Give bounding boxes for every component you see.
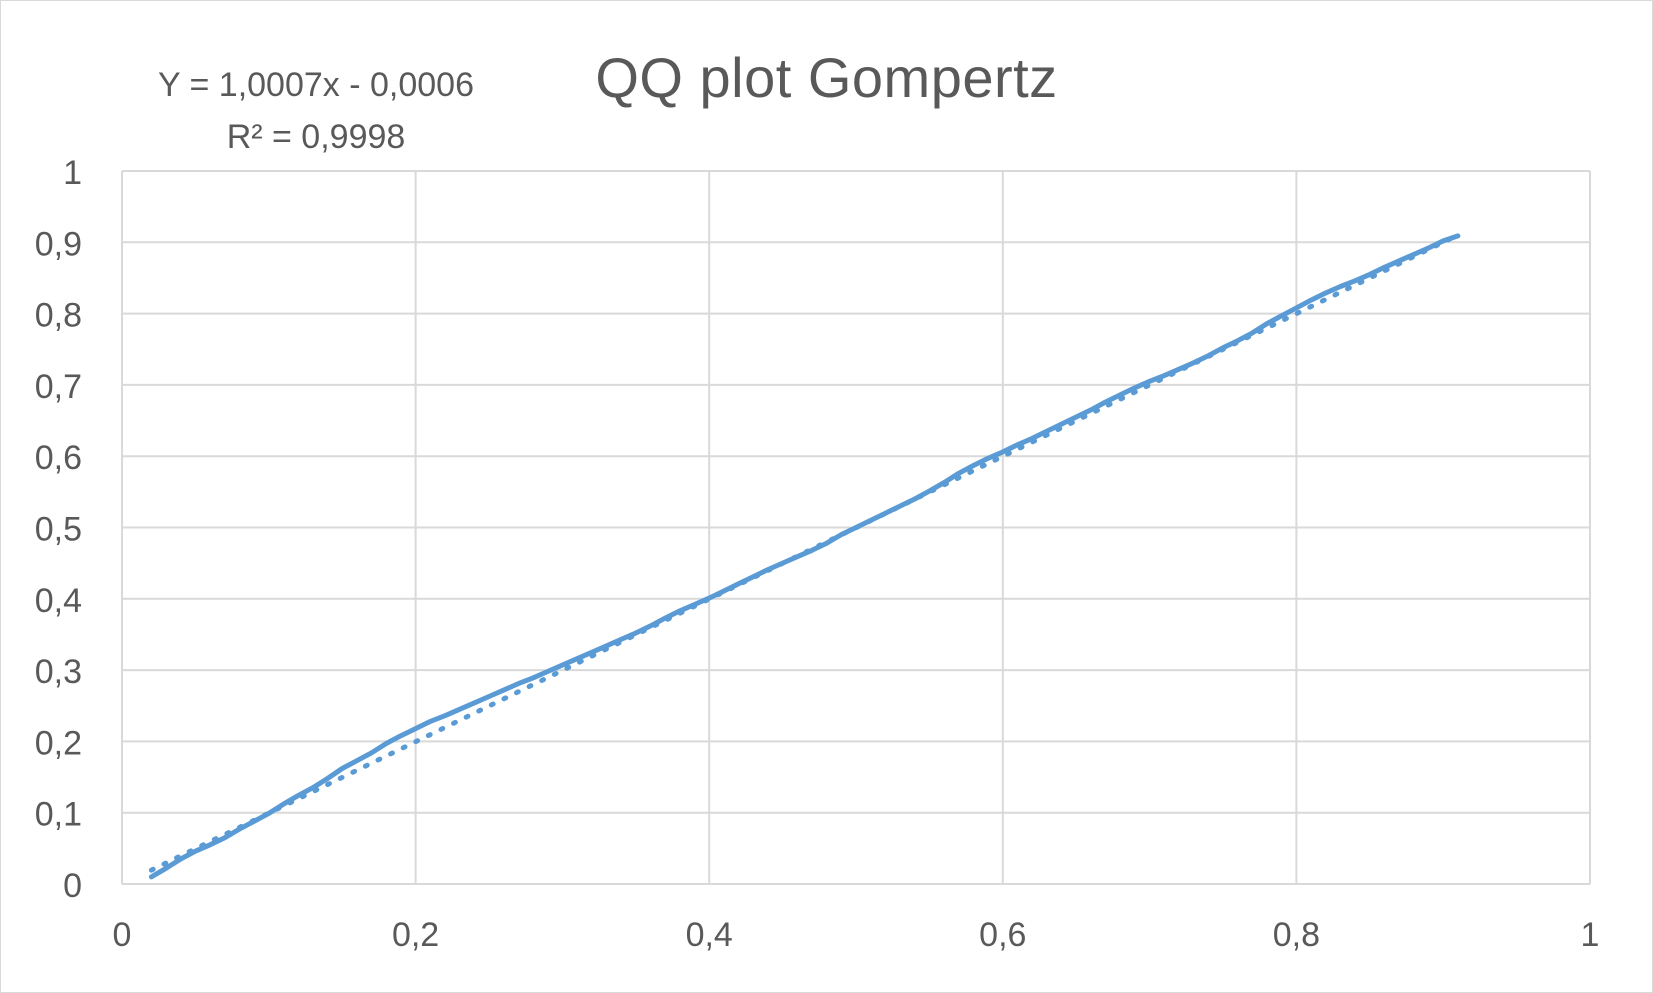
x-tick-label: 0 (113, 916, 132, 954)
trendline-equation: Y = 1,0007x - 0,0006 (157, 66, 474, 104)
tick-labels: 0 0,1 0,2 0,3 0,4 0,5 0,6 0,7 0,8 0,9 1 0 0,2 0,4 0,6 0… (35, 154, 1600, 954)
y-tick-label: 0,1 (35, 796, 82, 834)
x-tick-label: 0,4 (686, 916, 733, 954)
y-tick-label: 0,3 (35, 653, 82, 691)
y-tick-label: 0,4 (35, 582, 82, 620)
x-tick-label: 0,8 (1273, 916, 1320, 954)
series-line (148, 233, 1461, 880)
x-tick-label: 0,2 (392, 916, 439, 954)
y-tick-label: 1 (63, 154, 82, 192)
series-layer (148, 233, 1461, 880)
y-tick-label: 0 (63, 867, 82, 905)
y-tick-label: 0,2 (35, 724, 82, 762)
gridlines (121, 170, 1591, 884)
chart-title: QQ plot Gompertz (595, 46, 1058, 109)
x-tick-label: 0,6 (979, 916, 1026, 954)
trendline-r-squared: R² = 0,9998 (226, 118, 406, 156)
y-tick-label: 0,6 (35, 439, 82, 477)
y-tick-label: 0,7 (35, 368, 82, 406)
y-tick-label: 0,5 (35, 511, 82, 549)
y-tick-label: 0,9 (35, 225, 82, 263)
x-tick-label: 1 (1581, 916, 1600, 954)
y-tick-label: 0,8 (35, 297, 82, 335)
trendline-label: Y = 1,0007x - 0,0006 R² = 0,9998 (121, 59, 511, 163)
